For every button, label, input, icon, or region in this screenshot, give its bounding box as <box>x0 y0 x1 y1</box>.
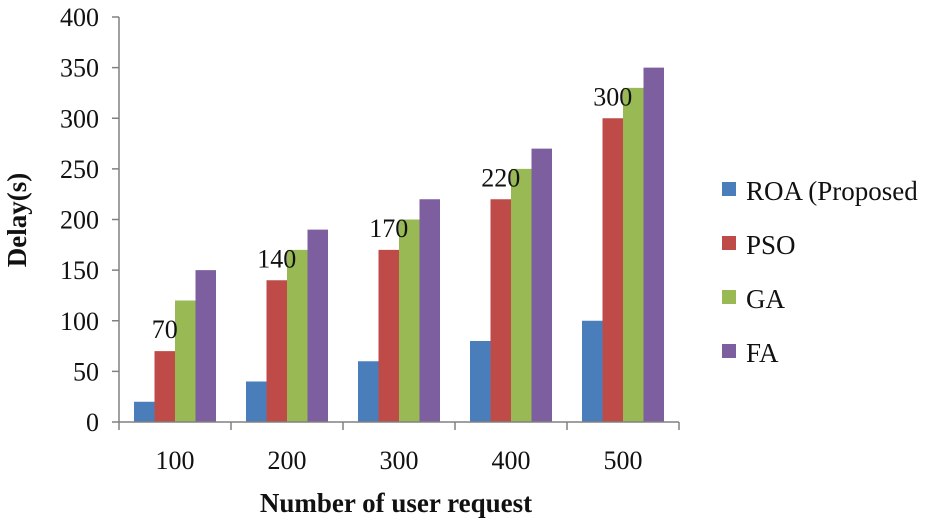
bar-pso-500 <box>602 118 623 422</box>
x-tick-label: 100 <box>156 446 195 475</box>
x-axis-ticks: 100 200 300 400 500 <box>118 422 680 475</box>
legend: ROA (Proposed PSO GA FA <box>722 176 918 368</box>
bar-pso-200 <box>266 280 287 422</box>
y-tick-label: 50 <box>73 357 99 386</box>
bar-roa-400 <box>470 341 491 422</box>
bar-roa-500 <box>582 320 603 422</box>
bars <box>134 67 664 422</box>
bar-ga-100 <box>175 300 196 422</box>
bar-ga-500 <box>623 87 644 422</box>
x-axis-title: Number of user request <box>260 488 532 518</box>
legend-label: ROA (Proposed <box>746 176 918 206</box>
y-tick-label: 300 <box>60 104 99 133</box>
data-label: 70 <box>152 315 178 344</box>
bar-roa-200 <box>246 381 267 422</box>
bar-pso-100 <box>154 351 175 422</box>
legend-swatch-2 <box>722 290 736 304</box>
x-tick-label: 400 <box>492 446 531 475</box>
bar-fa-500 <box>643 67 664 422</box>
bar-ga-200 <box>287 249 308 422</box>
bar-ga-300 <box>399 219 420 422</box>
bar-roa-300 <box>358 361 379 422</box>
y-tick-label: 250 <box>60 155 99 184</box>
data-label: 170 <box>369 214 408 243</box>
legend-swatch-3 <box>722 344 736 358</box>
y-tick-label: 0 <box>86 408 99 437</box>
y-axis-ticks: 0 50 100 150 200 250 300 350 400 <box>60 3 119 437</box>
y-tick-label: 150 <box>60 256 99 285</box>
bar-roa-100 <box>134 401 155 422</box>
y-axis-title: Delay(s) <box>2 173 32 267</box>
legend-swatch-1 <box>722 236 736 250</box>
legend-label: GA <box>746 284 785 314</box>
bar-ga-400 <box>511 168 532 422</box>
y-tick-label: 400 <box>60 3 99 32</box>
y-tick-label: 350 <box>60 54 99 83</box>
y-tick-label: 100 <box>60 307 99 336</box>
legend-label: FA <box>746 338 779 368</box>
data-label: 140 <box>257 244 296 273</box>
legend-swatch-0 <box>722 182 736 196</box>
bar-fa-300 <box>419 199 440 422</box>
bar-pso-400 <box>490 199 511 422</box>
bar-fa-200 <box>307 229 328 422</box>
x-tick-label: 200 <box>268 446 307 475</box>
legend-label: PSO <box>746 230 796 260</box>
bar-fa-100 <box>195 270 216 422</box>
bar-pso-300 <box>378 249 399 422</box>
data-label: 220 <box>481 163 520 192</box>
x-tick-label: 300 <box>380 446 419 475</box>
data-label: 300 <box>593 82 632 111</box>
y-tick-label: 200 <box>60 206 99 235</box>
data-labels: 70 140 170 220 300 <box>152 82 633 344</box>
x-tick-label: 500 <box>604 446 643 475</box>
bar-fa-400 <box>531 148 552 422</box>
